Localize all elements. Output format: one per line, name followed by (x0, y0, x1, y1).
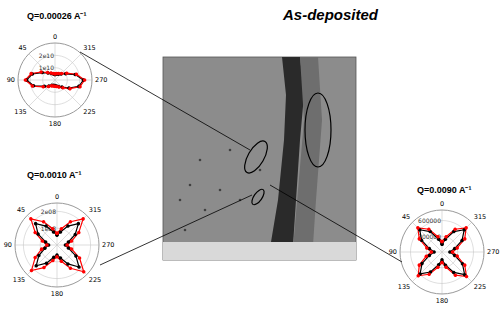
svg-text:270: 270 (95, 76, 107, 84)
svg-text:2e10: 2e10 (39, 52, 54, 59)
svg-text:0: 0 (55, 193, 59, 201)
svg-text:Q=0.00026 A⁻¹: Q=0.00026 A⁻¹ (27, 11, 86, 21)
svg-text:180: 180 (436, 297, 448, 305)
svg-text:225: 225 (83, 108, 95, 116)
svg-text:Q=0.0090 A⁻¹: Q=0.0090 A⁻¹ (417, 185, 471, 195)
svg-text:225: 225 (474, 283, 486, 291)
svg-text:45: 45 (18, 44, 26, 52)
svg-text:270: 270 (487, 248, 499, 256)
svg-text:90: 90 (7, 76, 15, 84)
svg-text:135: 135 (13, 276, 25, 284)
svg-text:315: 315 (83, 44, 95, 52)
svg-text:45: 45 (17, 206, 25, 214)
svg-text:1e10: 1e10 (39, 64, 54, 71)
svg-text:135: 135 (14, 108, 26, 116)
svg-text:As-deposited: As-deposited (282, 6, 379, 23)
svg-text:Q=0.0010 A⁻¹: Q=0.0010 A⁻¹ (27, 170, 81, 180)
svg-text:2e08: 2e08 (41, 208, 56, 215)
svg-text:90: 90 (4, 241, 12, 249)
svg-text:180: 180 (51, 290, 63, 298)
svg-text:315: 315 (474, 213, 486, 221)
svg-text:135: 135 (398, 283, 410, 291)
svg-text:0: 0 (440, 200, 444, 208)
svg-text:225: 225 (89, 276, 101, 284)
svg-text:90: 90 (389, 248, 397, 256)
svg-text:0: 0 (53, 33, 57, 41)
svg-text:315: 315 (89, 206, 101, 214)
svg-text:180: 180 (49, 120, 61, 128)
svg-text:600000: 600000 (418, 217, 441, 224)
svg-text:45: 45 (402, 213, 410, 221)
svg-text:300000: 300000 (418, 232, 441, 240)
svg-text:270: 270 (102, 241, 114, 249)
